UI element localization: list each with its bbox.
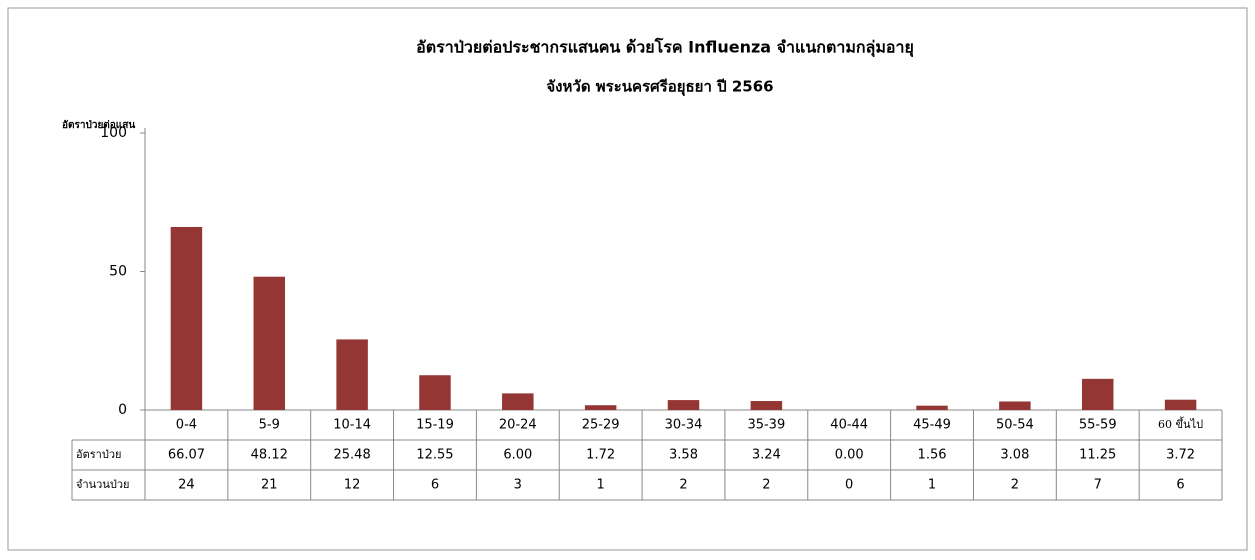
value-label: 12.55 [416,448,453,463]
value-label: 1.72 [586,448,615,463]
y-tick-label: 50 [109,264,127,280]
x-tick-label: 25-29 [582,418,620,433]
bar [584,405,617,410]
value-label: 3.24 [752,448,781,463]
value-label: 25.48 [334,448,371,463]
x-tick-label: 60 ขึ้นไป [1158,416,1203,431]
x-tick-label: 30-34 [665,418,703,433]
count-label: 2 [762,478,770,493]
row-label: อัตราป่วย [76,448,121,461]
count-label: 24 [178,478,195,493]
bar [1164,399,1197,410]
y-axis-label: อัตราป่วยต่อแสน [62,119,135,131]
value-label: 0.00 [835,448,864,463]
chart-title: อัตราป่วยต่อประชากรแสนคน ด้วยโรค Influen… [416,37,914,58]
count-label: 7 [1094,478,1102,493]
y-tick-label: 100 [100,125,127,141]
value-label: 66.07 [168,448,205,463]
chart-subtitle: จังหวัด พระนครศรีอยุธยา ปี 2566 [546,78,773,97]
bar [667,400,700,410]
y-tick-label: 0 [118,402,127,418]
x-tick-label: 5-9 [259,418,280,433]
x-tick-label: 0-4 [176,418,197,433]
x-tick-label: 35-39 [747,418,785,433]
count-label: 6 [1176,478,1184,493]
row-label: จำนวนป่วย [76,478,129,491]
count-label: 12 [344,478,361,493]
count-label: 3 [514,478,522,493]
count-label: 0 [845,478,853,493]
count-label: 6 [431,478,439,493]
x-tick-label: 40-44 [830,418,868,433]
x-tick-label: 50-54 [996,418,1034,433]
bar [750,401,783,410]
value-label: 11.25 [1079,448,1116,463]
value-label: 3.08 [1000,448,1029,463]
chart-frame [7,7,1248,551]
x-tick-label: 15-19 [416,418,454,433]
bar [253,276,286,410]
bar [170,226,203,410]
x-tick-label: 45-49 [913,418,951,433]
value-label: 6.00 [503,448,532,463]
count-label: 21 [261,478,278,493]
value-label: 3.72 [1166,448,1195,463]
bar [502,393,534,410]
x-tick-label: 10-14 [333,418,371,433]
value-label: 1.56 [918,448,947,463]
count-label: 2 [679,478,687,493]
value-label: 3.58 [669,448,698,463]
count-label: 2 [1011,478,1019,493]
count-label: 1 [597,478,605,493]
bar [1081,378,1114,410]
bar [999,401,1031,410]
x-tick-label: 55-59 [1079,418,1117,433]
bar [419,375,451,410]
x-tick-label: 20-24 [499,418,537,433]
count-label: 1 [928,478,936,493]
bar [336,339,368,410]
value-label: 48.12 [251,448,288,463]
bar [916,405,948,410]
